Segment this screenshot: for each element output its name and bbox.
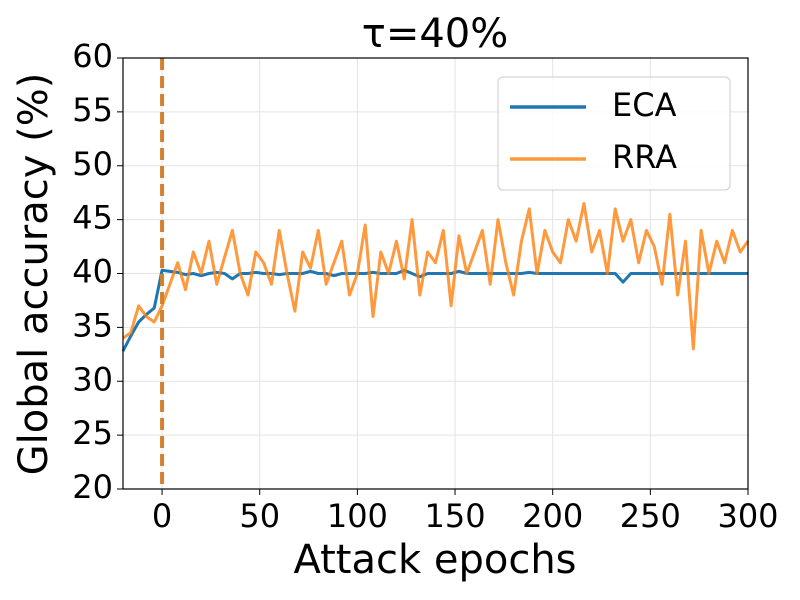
- data-line: [121, 268, 748, 352]
- y-tick-label: 20: [72, 468, 113, 506]
- x-axis-label: Attack epochs: [293, 537, 576, 583]
- y-tick-label: 40: [72, 253, 113, 291]
- x-tick-label: 150: [424, 497, 485, 535]
- legend-label: ECA: [612, 86, 677, 124]
- plot-frame: [122, 57, 749, 490]
- x-tick-label: 100: [327, 497, 388, 535]
- x-tick-label: 0: [152, 497, 172, 535]
- x-tick-label: 50: [239, 497, 280, 535]
- legend-label: RRA: [612, 138, 677, 176]
- y-tick-label: 35: [72, 306, 113, 344]
- x-tick-label: 250: [620, 497, 681, 535]
- y-tick-label: 60: [72, 37, 113, 75]
- data-line: [122, 201, 750, 351]
- y-tick-label: 50: [72, 145, 113, 183]
- y-tick-label: 30: [72, 360, 113, 398]
- chart-title: τ=40%: [362, 11, 509, 57]
- y-axis-label: Global accuracy (%): [11, 73, 57, 476]
- x-tick-label: 200: [522, 497, 583, 535]
- y-tick-label: 55: [72, 91, 113, 129]
- y-tick-label: 45: [72, 199, 113, 237]
- y-tick-label: 25: [72, 414, 113, 452]
- x-tick-label: 300: [717, 497, 778, 535]
